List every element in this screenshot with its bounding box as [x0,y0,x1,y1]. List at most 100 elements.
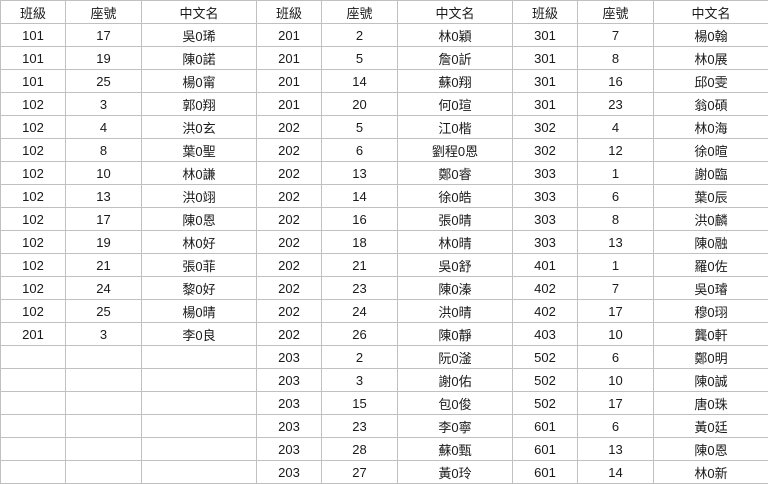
cell-name[interactable]: 張0晴 [397,207,513,231]
cell-name[interactable]: 林0穎 [397,23,513,47]
cell-seat[interactable]: 3 [65,92,142,116]
cell-seat[interactable]: 3 [321,368,398,392]
cell-class[interactable]: 201 [256,23,322,47]
cell-seat[interactable]: 13 [577,437,654,461]
cell-name[interactable]: 郭0翔 [141,92,257,116]
cell-name[interactable] [141,345,257,369]
cell-class[interactable]: 502 [512,345,578,369]
cell-seat[interactable]: 13 [577,230,654,254]
cell-seat[interactable]: 21 [65,253,142,277]
cell-class[interactable]: 102 [0,276,66,300]
cell-class[interactable]: 402 [512,299,578,323]
cell-name[interactable]: 徐0暄 [653,138,768,162]
cell-name[interactable]: 林0好 [141,230,257,254]
cell-seat[interactable]: 7 [577,23,654,47]
cell-seat[interactable]: 19 [65,46,142,70]
cell-seat[interactable]: 7 [577,276,654,300]
header-name[interactable]: 中文名 [397,0,513,24]
cell-class[interactable]: 202 [256,184,322,208]
cell-class[interactable]: 203 [256,391,322,415]
cell-seat[interactable]: 6 [577,414,654,438]
cell-name[interactable] [141,391,257,415]
cell-name[interactable]: 陳0諾 [141,46,257,70]
cell-name[interactable]: 包0俊 [397,391,513,415]
cell-name[interactable] [141,437,257,461]
cell-seat[interactable]: 15 [321,391,398,415]
cell-name[interactable]: 陳0恩 [653,437,768,461]
cell-name[interactable] [141,414,257,438]
cell-name[interactable]: 陳0恩 [141,207,257,231]
cell-name[interactable]: 楊0晴 [141,299,257,323]
cell-class[interactable]: 601 [512,414,578,438]
cell-name[interactable]: 陳0融 [653,230,768,254]
cell-name[interactable]: 洪0麟 [653,207,768,231]
cell-name[interactable]: 林0晴 [397,230,513,254]
cell-name[interactable]: 洪0翊 [141,184,257,208]
cell-seat[interactable]: 1 [577,161,654,185]
cell-seat[interactable] [65,414,142,438]
cell-seat[interactable]: 8 [577,207,654,231]
cell-name[interactable]: 吳0璿 [653,276,768,300]
cell-seat[interactable]: 12 [577,138,654,162]
cell-class[interactable]: 203 [256,345,322,369]
cell-name[interactable]: 穆0珝 [653,299,768,323]
cell-class[interactable]: 202 [256,161,322,185]
cell-seat[interactable]: 13 [65,184,142,208]
cell-name[interactable]: 楊0甯 [141,69,257,93]
cell-name[interactable]: 楊0翰 [653,23,768,47]
cell-name[interactable]: 詹0訢 [397,46,513,70]
cell-class[interactable] [0,460,66,484]
cell-seat[interactable] [65,391,142,415]
cell-class[interactable]: 402 [512,276,578,300]
cell-name[interactable]: 謝0臨 [653,161,768,185]
cell-class[interactable]: 203 [256,368,322,392]
cell-name[interactable]: 蘇0翔 [397,69,513,93]
cell-seat[interactable]: 5 [321,115,398,139]
cell-name[interactable]: 邱0雯 [653,69,768,93]
cell-class[interactable]: 301 [512,92,578,116]
cell-seat[interactable]: 18 [321,230,398,254]
cell-name[interactable]: 龔0軒 [653,322,768,346]
cell-seat[interactable]: 28 [321,437,398,461]
cell-class[interactable]: 202 [256,230,322,254]
cell-class[interactable] [0,437,66,461]
cell-class[interactable]: 202 [256,276,322,300]
cell-seat[interactable]: 24 [321,299,398,323]
cell-class[interactable]: 601 [512,437,578,461]
cell-seat[interactable]: 23 [321,276,398,300]
cell-seat[interactable]: 4 [65,115,142,139]
cell-seat[interactable]: 4 [577,115,654,139]
cell-name[interactable]: 張0菲 [141,253,257,277]
cell-name[interactable]: 江0楷 [397,115,513,139]
cell-name[interactable]: 黎0好 [141,276,257,300]
cell-class[interactable]: 101 [0,23,66,47]
header-seat[interactable]: 座號 [321,0,398,24]
cell-name[interactable]: 林0新 [653,460,768,484]
cell-class[interactable] [0,368,66,392]
cell-class[interactable]: 301 [512,69,578,93]
cell-seat[interactable]: 17 [577,299,654,323]
cell-name[interactable]: 林0海 [653,115,768,139]
cell-seat[interactable]: 2 [321,23,398,47]
cell-name[interactable]: 羅0佐 [653,253,768,277]
cell-seat[interactable]: 8 [577,46,654,70]
cell-class[interactable]: 102 [0,138,66,162]
cell-seat[interactable]: 6 [321,138,398,162]
cell-class[interactable]: 203 [256,460,322,484]
cell-class[interactable]: 303 [512,184,578,208]
cell-seat[interactable]: 2 [321,345,398,369]
cell-class[interactable]: 502 [512,391,578,415]
cell-name[interactable]: 陳0誠 [653,368,768,392]
cell-class[interactable]: 202 [256,299,322,323]
header-seat[interactable]: 座號 [65,0,142,24]
cell-name[interactable]: 徐0皓 [397,184,513,208]
cell-seat[interactable]: 6 [577,184,654,208]
cell-seat[interactable]: 25 [65,69,142,93]
cell-seat[interactable]: 14 [321,184,398,208]
cell-class[interactable]: 203 [256,437,322,461]
cell-class[interactable]: 502 [512,368,578,392]
cell-class[interactable]: 202 [256,207,322,231]
header-name[interactable]: 中文名 [141,0,257,24]
cell-name[interactable]: 蘇0甄 [397,437,513,461]
cell-name[interactable]: 陳0溱 [397,276,513,300]
